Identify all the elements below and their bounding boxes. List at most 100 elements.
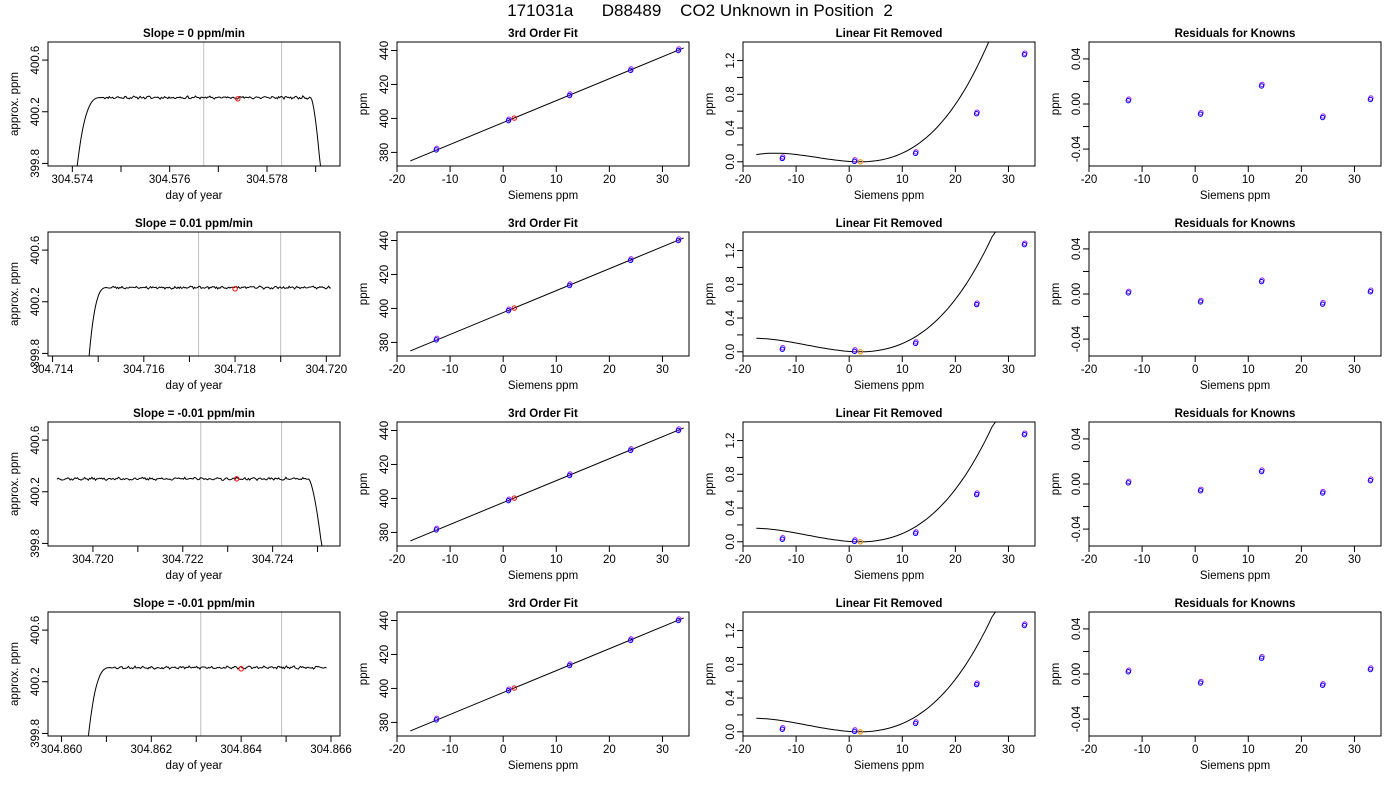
y-tick-label: 1.2 xyxy=(725,53,737,69)
known-point xyxy=(1258,83,1265,89)
x-axis-label: Siemens ppm xyxy=(854,570,924,582)
x-tick-label: 30 xyxy=(1348,364,1361,376)
x-tick-label: -20 xyxy=(735,174,752,186)
known-point xyxy=(912,150,919,157)
y-tick-label: -0.04 xyxy=(1071,705,1083,732)
known-point xyxy=(627,67,634,74)
x-tick-label: -10 xyxy=(442,554,459,566)
y-tick-label: 400.6 xyxy=(30,616,42,645)
y-tick-label: 0.4 xyxy=(725,499,737,516)
y-tick-label: 440 xyxy=(379,611,391,630)
plot-frame xyxy=(1088,421,1382,547)
y-axis-label: ppm xyxy=(358,473,370,495)
fit-curve xyxy=(756,41,1030,163)
known-point xyxy=(433,527,439,533)
unknown-point xyxy=(511,305,518,311)
y-tick-label: 400.6 xyxy=(30,426,42,455)
x-tick-label: -10 xyxy=(788,364,805,376)
y-axis-label: ppm xyxy=(358,93,370,115)
x-axis-label: Siemens ppm xyxy=(1200,760,1270,772)
concentration-trace xyxy=(87,665,327,737)
known-point xyxy=(505,117,512,124)
x-tick-label: 304.866 xyxy=(310,744,352,756)
plot-frame xyxy=(396,421,690,547)
known-point xyxy=(1125,97,1131,104)
x-tick-label: 304.862 xyxy=(131,744,173,756)
known-point xyxy=(675,237,682,244)
x-tick-label: 304.574 xyxy=(52,174,94,186)
known-point xyxy=(1021,241,1028,248)
y-axis-label: approx. ppm xyxy=(9,642,21,706)
y-tick-label: 399.8 xyxy=(30,529,42,558)
x-axis-label: Siemens ppm xyxy=(508,760,578,772)
y-tick-label: 0.0 xyxy=(725,154,737,170)
x-tick-label: -20 xyxy=(1081,554,1098,566)
plot-frame xyxy=(47,41,341,167)
x-tick-label: 30 xyxy=(1002,364,1015,376)
x-tick-label: 0 xyxy=(1192,554,1198,566)
x-tick-label: 0 xyxy=(846,174,852,186)
known-point xyxy=(1021,51,1028,58)
y-tick-label: 400.2 xyxy=(30,477,42,506)
chart-panel-r2c1: Slope = 0.01 ppm/min 304.714 304.716 304.71… xyxy=(9,218,347,392)
panel-title: Residuals for Knowns xyxy=(1175,598,1296,610)
x-axis-label: day of year xyxy=(166,380,223,392)
y-tick-label: 0.00 xyxy=(1071,93,1083,115)
plot-frame xyxy=(1088,611,1382,737)
x-tick-label: 10 xyxy=(550,744,563,756)
panel-title: Residuals for Knowns xyxy=(1175,218,1296,230)
y-tick-label: 0.0 xyxy=(725,724,737,740)
plot-frame xyxy=(47,231,341,357)
known-point xyxy=(675,427,682,434)
x-axis-label: day of year xyxy=(166,570,223,582)
known-point xyxy=(505,687,512,694)
y-axis-label: ppm xyxy=(1050,473,1062,495)
unknown-marker xyxy=(235,96,241,102)
x-tick-label: 304.724 xyxy=(252,554,294,566)
plot-frame xyxy=(396,611,690,737)
concentration-trace xyxy=(76,95,321,167)
plot-frame xyxy=(742,421,1036,547)
x-tick-label: -10 xyxy=(1134,364,1151,376)
y-tick-label: 0.4 xyxy=(725,119,737,136)
known-point xyxy=(1125,480,1131,486)
unknown-point xyxy=(511,115,518,121)
x-tick-label: 10 xyxy=(896,364,909,376)
known-point xyxy=(851,728,858,735)
x-tick-label: 304.576 xyxy=(149,174,191,186)
chart-panel-r3c2: 3rd Order Fit -20 -10 0 10 20 30 380 400 420 440 Si… xyxy=(358,408,690,582)
y-tick-label: 400 xyxy=(379,299,391,318)
y-tick-label: 0.0 xyxy=(725,344,737,360)
chart-panel-r4c2: 3rd Order Fit -20 -10 0 10 20 30 380 400 420 440 Si… xyxy=(358,598,690,772)
x-tick-label: -20 xyxy=(1081,174,1098,186)
x-tick-label: 304.720 xyxy=(306,364,348,376)
known-point xyxy=(627,637,634,644)
x-tick-label: 30 xyxy=(656,364,669,376)
x-tick-label: 304.714 xyxy=(32,364,74,376)
x-axis-label: Siemens ppm xyxy=(1200,570,1270,582)
y-tick-label: 380 xyxy=(379,713,391,732)
panel-title: Linear Fit Removed xyxy=(836,408,943,420)
x-tick-label: 0 xyxy=(500,364,506,376)
chart-panel-r2c3: Linear Fit Removed -20 -10 0 10 20 30 0.0 0.4 0.8… xyxy=(704,218,1036,392)
x-tick-label: 10 xyxy=(550,554,563,566)
x-tick-label: 304.716 xyxy=(123,364,165,376)
fit-curve xyxy=(756,421,1030,543)
x-axis-label: Siemens ppm xyxy=(854,380,924,392)
known-point xyxy=(1197,488,1204,494)
known-point xyxy=(779,536,785,542)
x-tick-label: 10 xyxy=(1242,554,1255,566)
panel-title: 3rd Order Fit xyxy=(508,28,578,40)
known-point xyxy=(851,348,858,355)
x-tick-label: 20 xyxy=(603,744,616,756)
panel-title: Linear Fit Removed xyxy=(836,218,943,230)
y-tick-label: 400.2 xyxy=(30,97,42,126)
x-axis-label: Siemens ppm xyxy=(854,760,924,772)
unknown-point xyxy=(857,349,864,355)
x-tick-label: 0 xyxy=(500,554,506,566)
known-point xyxy=(851,158,858,165)
x-tick-label: -10 xyxy=(788,554,805,566)
y-tick-label: 0.4 xyxy=(725,309,737,326)
y-axis-label: ppm xyxy=(1050,283,1062,305)
